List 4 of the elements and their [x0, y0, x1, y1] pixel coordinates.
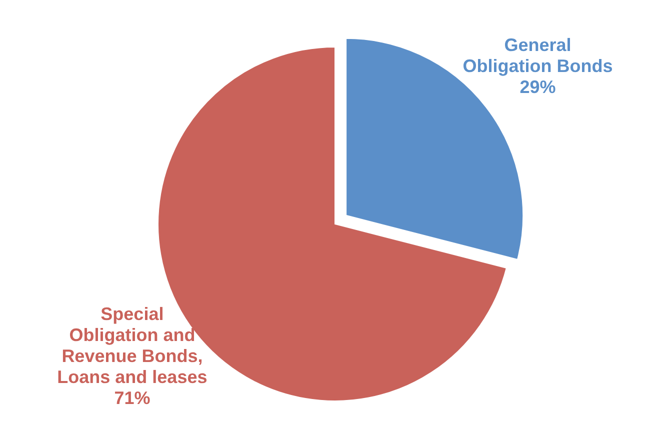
data-label: 71%: [114, 388, 150, 408]
slice-label: General Obligation Bonds: [462, 35, 613, 76]
slice-label: Special Obligation and Revenue Bonds, Loans and leases: [57, 304, 208, 387]
data-label: 29%: [520, 77, 556, 98]
